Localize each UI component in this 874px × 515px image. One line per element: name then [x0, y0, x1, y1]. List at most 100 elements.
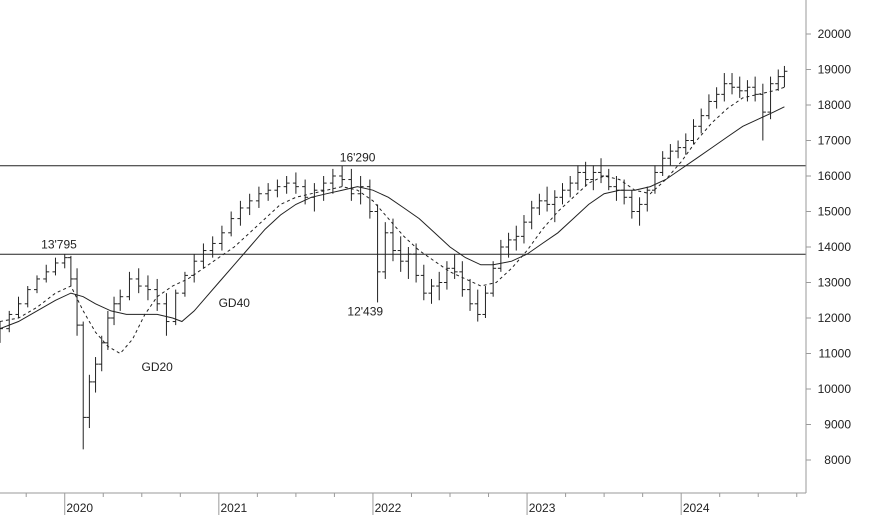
ohlc-bar-28 [228, 211, 235, 237]
gd40-line [0, 106, 785, 330]
ohlc-bar-53 [443, 261, 450, 290]
ohlc-bar-71 [582, 161, 589, 187]
ohlc-bar-72 [590, 165, 597, 191]
ohlc-bar-90 [729, 73, 736, 95]
annotations: 13'795 16'290 12'439 GD40 GD20 [41, 151, 383, 374]
ohlc-bar-40 [339, 165, 346, 187]
y-axis: 8000 9000 10000 11000 12000 13000 14000 15000 16… [806, 27, 851, 467]
ohlc-bar-96 [775, 69, 782, 91]
y-tick-label-11: 19000 [818, 63, 852, 77]
ohlc-bar-38 [320, 176, 327, 201]
ohlc-bar-31 [255, 186, 262, 208]
ohlc-bar-29 [237, 200, 244, 226]
annotation-3: GD40 [219, 296, 251, 310]
y-tick-label-5: 13000 [818, 276, 852, 290]
ohlc-bar-62 [513, 225, 520, 251]
y-tick-label-9: 17000 [818, 134, 852, 148]
ohlc-bar-77 [628, 190, 635, 219]
ohlc-bar-16 [117, 289, 124, 311]
gd20-line [0, 86, 785, 355]
ohlc-bar-52 [436, 271, 443, 301]
y-tick-label-12: 20000 [818, 27, 852, 41]
x-tick-label-3: 2023 [529, 501, 556, 515]
ohlc-bar-69 [567, 176, 574, 198]
ohlc-bar-50 [420, 264, 427, 301]
annotation-4: GD20 [142, 360, 174, 374]
ohlc-bar-56 [467, 278, 474, 311]
annotation-0: 13'795 [41, 237, 77, 251]
annotation-1: 16'290 [340, 151, 376, 165]
ohlc-bar-54 [451, 254, 458, 279]
ohlc-bar-55 [459, 261, 466, 297]
y-tick-label-7: 15000 [818, 205, 852, 219]
ohlc-bar-63 [520, 215, 527, 244]
ohlc-bar-45 [382, 222, 389, 279]
ohlc-bar-46 [389, 218, 396, 262]
ohlc-bar-39 [329, 168, 336, 194]
y-tick-label-1: 9000 [824, 418, 851, 432]
y-tick-label-10: 18000 [818, 98, 852, 112]
ohlc-bar-79 [644, 186, 651, 212]
ohlc-bar-86 [698, 108, 705, 134]
ohlc-bar-49 [413, 243, 420, 283]
ohlc-bar-66 [544, 186, 551, 212]
ohlc-bar-10 [80, 321, 87, 450]
ohlc-bar-65 [536, 193, 543, 216]
ohlc-bar-84 [682, 133, 689, 155]
ohlc-bar-1 [6, 310, 13, 333]
y-tick-label-2: 10000 [818, 382, 852, 396]
ohlc-bar-47 [397, 236, 404, 272]
ohlc-bar-83 [675, 140, 682, 159]
ohlc-bar-94 [759, 83, 766, 141]
ohlc-bar-57 [474, 289, 481, 322]
ohlc-bar-42 [357, 176, 364, 205]
ohlc-bar-27 [218, 225, 225, 251]
ohlc-bar-41 [348, 168, 355, 201]
ohlc-bar-32 [265, 183, 272, 201]
ohlc-bar-26 [209, 236, 216, 258]
ohlc-bar-30 [246, 193, 253, 216]
ohlc-bar-9 [74, 268, 81, 336]
ohlc-bar-2 [15, 296, 22, 318]
ohlc-bar-58 [482, 286, 489, 318]
ohlc-bar-87 [705, 94, 712, 120]
y-tick-label-8: 16000 [818, 169, 852, 183]
x-tick-label-0: 2020 [66, 501, 93, 515]
ohlc-bar-64 [528, 200, 535, 230]
ohlc-bar-95 [767, 76, 774, 120]
ohlc-bar-12 [92, 357, 99, 393]
x-tick-label-2: 2022 [375, 501, 402, 515]
ohlc-bar-73 [598, 158, 605, 184]
ohlc-bar-14 [104, 310, 111, 350]
ohlc-bar-43 [366, 179, 373, 219]
ohlc-bar-6 [52, 257, 59, 276]
y-tick-label-4: 12000 [818, 311, 852, 325]
ohlc-bar-23 [181, 271, 188, 297]
ohlc-bar-92 [744, 80, 751, 102]
y-tick-label-0: 8000 [824, 453, 851, 467]
ohlc-bar-70 [574, 165, 581, 191]
ohlc-bar-7 [61, 254, 68, 269]
ohlc-bar-8 [67, 255, 74, 287]
horizontal-lines [0, 165, 806, 255]
ohlc-bar-17 [126, 271, 133, 301]
ohlc-bar-82 [667, 144, 674, 166]
ohlc-bar-51 [428, 278, 435, 304]
x-tick-label-1: 2021 [220, 501, 247, 515]
ohlc-bar-93 [752, 76, 759, 102]
x-tick-label-4: 2024 [683, 501, 710, 515]
ohlc-bar-97 [781, 65, 788, 88]
ohlc-bar-44 [374, 204, 381, 303]
ohlc-bar-48 [405, 247, 412, 279]
ohlc-bar-61 [505, 232, 512, 258]
ohlc-bar-89 [721, 73, 728, 102]
ohlc-bar-78 [636, 197, 643, 226]
ohlc-bar-88 [713, 87, 720, 109]
y-tick-label-3: 11000 [819, 347, 852, 361]
gd20-series [0, 86, 785, 355]
ohlc-bar-11 [86, 374, 93, 429]
ohlc-bar-81 [659, 151, 666, 176]
ohlc-bar-4 [33, 275, 40, 294]
ohlc-bar-68 [559, 183, 566, 205]
